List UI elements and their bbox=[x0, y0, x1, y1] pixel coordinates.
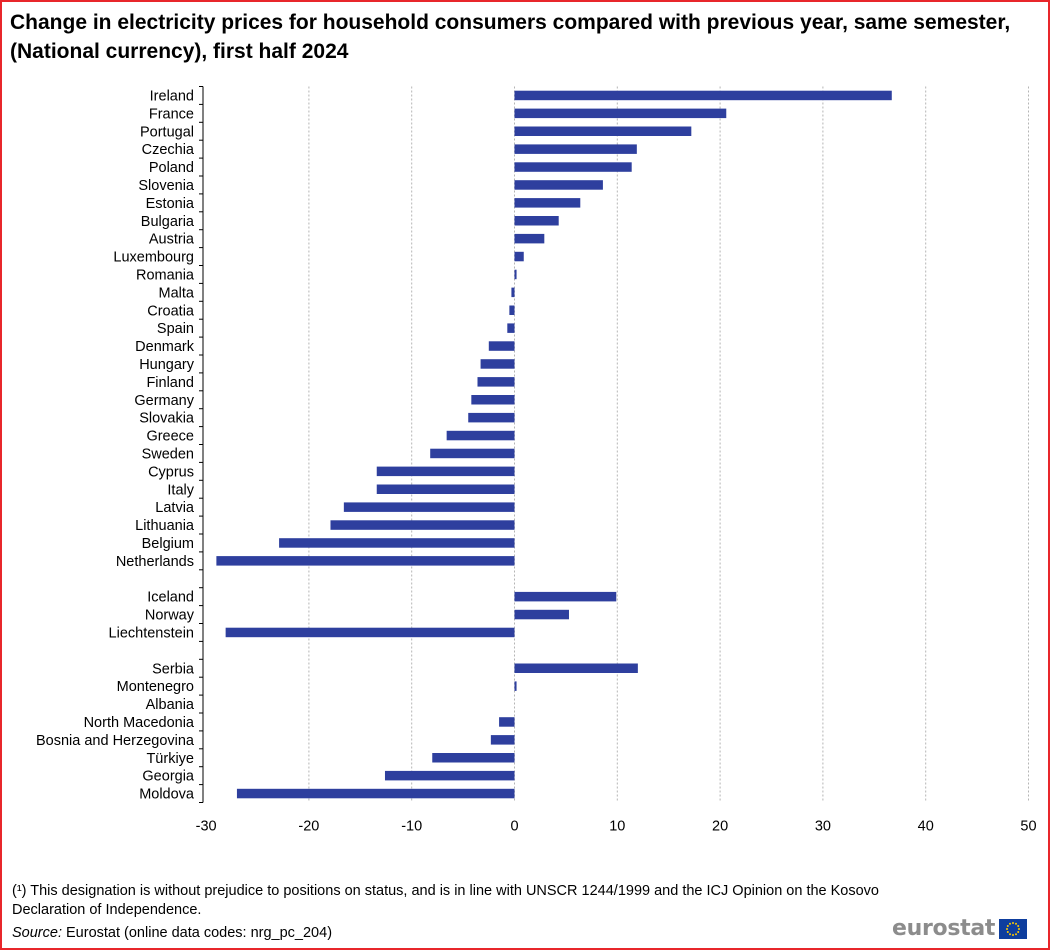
bar-poland bbox=[514, 162, 632, 172]
category-label-slovakia: Slovakia bbox=[139, 411, 195, 427]
category-label-italy: Italy bbox=[167, 482, 194, 498]
x-tick-label-40: 40 bbox=[918, 819, 934, 835]
category-label-estonia: Estonia bbox=[146, 196, 195, 212]
eurostat-logo: eurostat bbox=[892, 916, 1028, 941]
category-label-georgia: Georgia bbox=[142, 769, 195, 785]
bar-moldova bbox=[236, 788, 515, 799]
category-label-netherlands: Netherlands bbox=[116, 554, 194, 570]
category-label-poland: Poland bbox=[149, 160, 194, 176]
bar-cyprus bbox=[376, 466, 515, 477]
source-line: Source: Eurostat (online data codes: nrg… bbox=[12, 924, 332, 943]
category-label-bosnia-and-herzegovina: Bosnia and Herzegovina bbox=[36, 733, 195, 749]
bar-slovenia bbox=[514, 180, 603, 190]
category-label-montenegro: Montenegro bbox=[117, 679, 194, 695]
category-label-luxembourg: Luxembourg bbox=[113, 250, 194, 266]
bar-iceland bbox=[514, 591, 617, 602]
category-label-spain: Spain bbox=[157, 321, 194, 337]
bar-netherlands bbox=[216, 556, 515, 566]
category-label-romania: Romania bbox=[136, 267, 195, 283]
category-label-latvia: Latvia bbox=[155, 500, 195, 516]
category-label-greece: Greece bbox=[146, 429, 194, 445]
category-label-hungary: Hungary bbox=[139, 357, 195, 373]
bar-luxembourg bbox=[514, 251, 524, 262]
x-tick-label-30: 30 bbox=[815, 819, 831, 835]
category-label-czechia: Czechia bbox=[142, 142, 195, 158]
bar-serbia bbox=[514, 663, 638, 673]
bar-norway bbox=[514, 609, 569, 620]
x-tick-label-20: -20 bbox=[298, 819, 319, 835]
category-label-bulgaria: Bulgaria bbox=[141, 214, 195, 230]
bar-lithuania bbox=[330, 520, 515, 530]
x-tick-label-0: 0 bbox=[510, 819, 518, 835]
category-label-germany: Germany bbox=[134, 393, 194, 409]
bar-austria bbox=[514, 233, 545, 244]
category-label-norway: Norway bbox=[145, 608, 195, 624]
bar-france bbox=[514, 108, 727, 119]
bar-slovakia bbox=[468, 412, 515, 423]
category-label-austria: Austria bbox=[149, 232, 195, 248]
category-label-turkiye: Türkiye bbox=[146, 751, 194, 767]
bar-georgia bbox=[384, 770, 515, 781]
bar-belgium bbox=[279, 538, 515, 548]
category-label-finland: Finland bbox=[146, 375, 194, 391]
category-label-serbia: Serbia bbox=[152, 661, 195, 677]
bar-bosnia-and-herzegovina bbox=[490, 735, 515, 745]
bar-estonia bbox=[514, 198, 581, 208]
category-label-malta: Malta bbox=[159, 285, 195, 301]
category-label-moldova: Moldova bbox=[139, 787, 195, 803]
bar-denmark bbox=[488, 341, 515, 351]
eurostat-logo-text: eurostat bbox=[892, 916, 996, 941]
category-label-portugal: Portugal bbox=[140, 124, 194, 140]
bar-turkiye bbox=[432, 753, 515, 763]
x-tick-label-20: 20 bbox=[712, 819, 728, 835]
category-label-iceland: Iceland bbox=[147, 590, 194, 606]
category-label-cyprus: Cyprus bbox=[148, 464, 194, 480]
bar-croatia bbox=[509, 305, 515, 315]
bar-north-macedonia bbox=[499, 717, 515, 727]
bar-finland bbox=[477, 377, 515, 387]
bar-greece bbox=[446, 430, 515, 441]
category-label-belgium: Belgium bbox=[142, 536, 194, 552]
bar-germany bbox=[471, 395, 515, 405]
source-label: Source: bbox=[12, 925, 62, 941]
x-tick-label-10: -10 bbox=[401, 819, 422, 835]
category-label-slovenia: Slovenia bbox=[138, 178, 195, 194]
source-text: Eurostat (online data codes: nrg_pc_204) bbox=[61, 925, 333, 941]
bar-romania bbox=[514, 269, 517, 280]
bar-liechtenstein bbox=[225, 627, 515, 638]
category-label-france: France bbox=[149, 106, 194, 122]
bar-montenegro bbox=[514, 681, 517, 691]
bar-spain bbox=[507, 323, 515, 333]
bar-czechia bbox=[514, 144, 637, 154]
eu-flag-icon bbox=[999, 919, 1028, 939]
bar-italy bbox=[376, 484, 515, 494]
category-label-albania: Albania bbox=[146, 697, 195, 713]
bar-hungary bbox=[480, 359, 515, 369]
footnote: (¹) This designation is without prejudic… bbox=[12, 883, 879, 918]
bar-latvia bbox=[343, 502, 515, 512]
bar-portugal bbox=[514, 126, 692, 136]
bar-malta bbox=[511, 287, 515, 298]
category-label-sweden: Sweden bbox=[142, 446, 194, 462]
x-tick-label-50: 50 bbox=[1020, 819, 1036, 835]
category-label-lithuania: Lithuania bbox=[135, 518, 195, 534]
x-tick-label-10: 10 bbox=[609, 819, 625, 835]
category-label-north-macedonia: North Macedonia bbox=[84, 715, 195, 731]
category-label-croatia: Croatia bbox=[147, 303, 195, 319]
x-tick-label-30: -30 bbox=[196, 819, 217, 835]
category-label-liechtenstein: Liechtenstein bbox=[109, 625, 194, 641]
bar-sweden bbox=[430, 448, 515, 459]
chart-title: Change in electricity prices for househo… bbox=[10, 11, 1011, 63]
bar-ireland bbox=[514, 90, 892, 101]
bar-bulgaria bbox=[514, 216, 559, 226]
category-label-denmark: Denmark bbox=[135, 339, 195, 355]
category-label-ireland: Ireland bbox=[150, 88, 194, 104]
